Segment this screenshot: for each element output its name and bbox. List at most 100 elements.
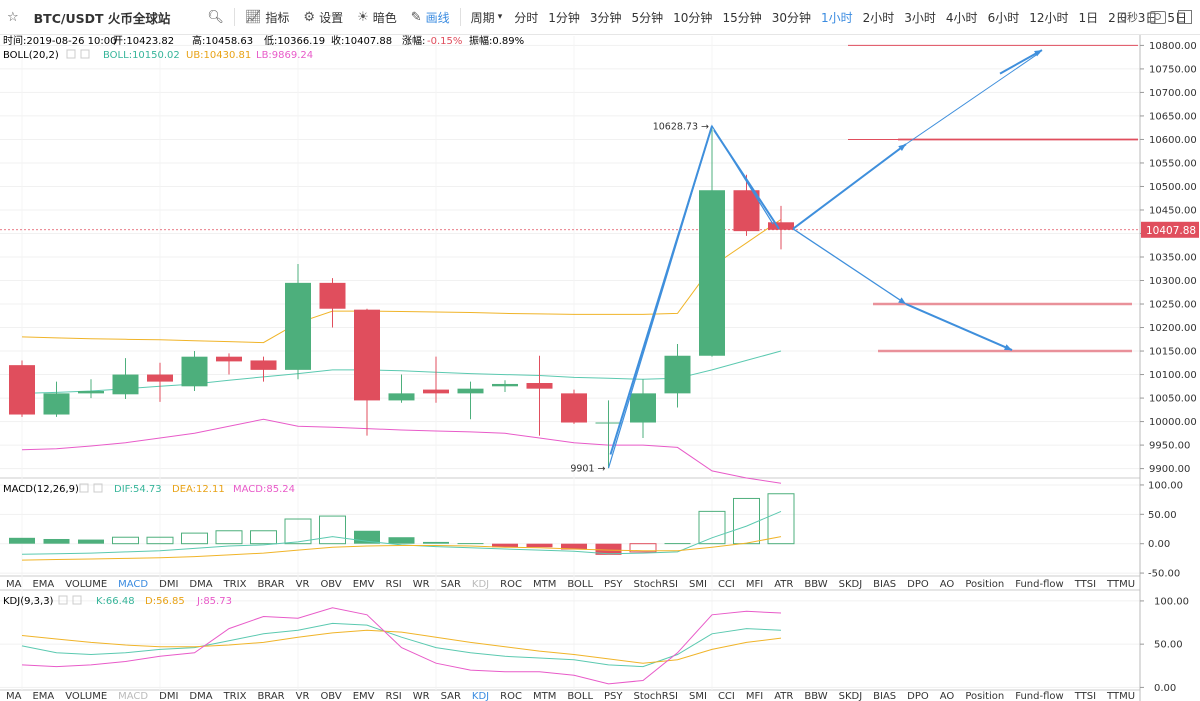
indicator-tab[interactable]: MACD [118, 691, 148, 701]
screenshot-camera-button[interactable] [1150, 10, 1166, 24]
indicator-tab[interactable]: VR [296, 579, 310, 590]
indicator-tab[interactable]: ATR [774, 691, 793, 701]
indicator-tab[interactable]: SKDJ [839, 579, 863, 590]
indicator-tab[interactable]: DMA [189, 691, 212, 701]
indicator-tab[interactable]: SKDJ [839, 691, 863, 701]
indicator-tab[interactable]: BOLL [567, 579, 593, 590]
boll-settings-button[interactable] [66, 49, 76, 59]
indicator-tab[interactable]: MA [6, 579, 22, 590]
indicator-tab[interactable]: TRIX [223, 579, 247, 590]
indicator-tab[interactable]: ROC [500, 691, 522, 701]
period-item[interactable]: 3小时 [904, 10, 936, 25]
indicator-tab[interactable]: SMI [689, 691, 707, 701]
fullscreen-button[interactable] [1178, 10, 1192, 24]
indicator-tab[interactable]: SMI [689, 579, 707, 590]
period-item[interactable]: 10分钟 [673, 10, 713, 25]
indicator-tab[interactable]: ROC [500, 579, 522, 590]
indicator-tab[interactable]: WR [413, 579, 430, 590]
period-item[interactable]: 2日 [1108, 10, 1128, 25]
indicator-tab[interactable]: DPO [907, 579, 929, 590]
macd-settings-button[interactable] [79, 483, 89, 493]
period-item[interactable]: 3分钟 [589, 10, 622, 25]
draw-line-button[interactable]: ✎ 画线 [404, 0, 457, 34]
kdj-settings-button[interactable] [58, 595, 68, 605]
indicator-tab[interactable]: EMA [32, 691, 54, 701]
indicator-tab[interactable]: RSI [386, 579, 402, 590]
indicator-tab[interactable]: VOLUME [65, 579, 107, 590]
indicator-tab[interactable]: MACD [118, 579, 148, 590]
indicator-tab[interactable]: DMI [159, 691, 178, 701]
indicator-tab[interactable]: EMA [32, 579, 54, 590]
period-dropdown[interactable]: 周期 ▾ [464, 0, 510, 34]
indicator-tab[interactable]: BOLL [567, 691, 593, 701]
indicator-tab[interactable]: AO [940, 579, 955, 590]
indicator-tab[interactable]: MTM [533, 579, 556, 590]
period-item[interactable]: 1日 [1078, 10, 1099, 25]
indicator-tab[interactable]: KDJ [472, 691, 489, 701]
period-item[interactable]: 分时 [514, 10, 539, 25]
dark-mode-button[interactable]: ☀ 暗色 [350, 0, 404, 34]
period-item[interactable]: 4小时 [945, 10, 978, 25]
indicator-tab[interactable]: EMV [353, 691, 375, 701]
indicator-tab[interactable]: BIAS [873, 691, 896, 701]
indicator-tab[interactable]: BIAS [873, 579, 896, 590]
indicator-tab[interactable]: CCI [718, 579, 735, 590]
indicator-tab[interactable]: PSY [604, 691, 623, 701]
indicator-tab[interactable]: MFI [746, 579, 763, 590]
kdj-close-button[interactable] [72, 595, 82, 605]
indicator-tab[interactable]: BBW [804, 691, 827, 701]
indicator-tab[interactable]: MA [6, 691, 22, 701]
indicator-tab[interactable]: MFI [746, 691, 763, 701]
indicator-tab[interactable]: VR [296, 691, 310, 701]
indicator-tab[interactable]: ATR [774, 579, 793, 590]
period-item[interactable]: 6小时 [987, 10, 1020, 25]
indicator-tab[interactable]: OBV [320, 579, 341, 590]
indicator-tab[interactable]: Fund-flow [1015, 691, 1063, 701]
period-item[interactable]: 1小时 [821, 10, 853, 25]
indicator-tab[interactable]: TTMU [1106, 579, 1135, 590]
period-item[interactable]: 30分钟 [771, 10, 811, 25]
period-item[interactable]: 12小时 [1029, 10, 1069, 25]
indicator-tab[interactable]: PSY [604, 579, 623, 590]
indicator-tab[interactable]: Position [965, 691, 1004, 701]
period-item[interactable]: 3日 [1137, 10, 1158, 25]
indicator-tab[interactable]: BBW [804, 579, 827, 590]
indicator-tab[interactable]: CCI [718, 691, 735, 701]
indicator-tab[interactable]: TTMU [1106, 691, 1135, 701]
indicator-tab[interactable]: KDJ [472, 579, 489, 590]
info-open: 开:10423.82 [113, 36, 174, 47]
period-item[interactable]: 5分钟 [631, 10, 664, 25]
symbol-search-button[interactable]: 🔍︎ [200, 0, 231, 34]
indicator-tab[interactable]: WR [413, 691, 430, 701]
indicator-tab[interactable]: Fund-flow [1015, 579, 1063, 590]
period-item[interactable]: 2小时 [862, 10, 895, 25]
indicator-tab[interactable]: TTSI [1074, 579, 1096, 590]
indicator-tab[interactable]: VOLUME [65, 691, 107, 701]
period-item[interactable]: 15分钟 [722, 10, 762, 25]
indicator-tab[interactable]: TRIX [223, 691, 247, 701]
indicator-button[interactable]: 📈︎ 指标 [238, 0, 297, 34]
indicator-tab[interactable]: BRAR [257, 691, 284, 701]
macd-close-button[interactable] [93, 483, 103, 493]
indicator-tab[interactable]: TTSI [1074, 691, 1096, 701]
indicator-tab[interactable]: BRAR [257, 579, 284, 590]
settings-button[interactable]: ⚙ 设置 [296, 0, 350, 34]
favorite-star-button[interactable]: ☆ [0, 0, 26, 34]
indicator-tab[interactable]: MTM [533, 691, 556, 701]
indicator-tab[interactable]: StochRSI [634, 579, 678, 590]
indicator-tab[interactable]: DMA [189, 579, 212, 590]
boll-close-button[interactable] [80, 49, 90, 59]
indicator-tab[interactable]: SAR [441, 579, 461, 590]
period-item[interactable]: 5日 [1167, 10, 1188, 25]
indicator-tab[interactable]: StochRSI [634, 691, 678, 701]
indicator-tab[interactable]: EMV [353, 579, 375, 590]
indicator-tab[interactable]: DMI [159, 579, 178, 590]
indicator-tab[interactable]: Position [965, 579, 1004, 590]
period-item[interactable]: 1分钟 [548, 10, 580, 25]
indicator-tab[interactable]: SAR [441, 691, 461, 701]
indicator-tab[interactable]: AO [940, 691, 955, 701]
indicator-tab[interactable]: RSI [386, 691, 402, 701]
indicator-tab[interactable]: OBV [320, 691, 341, 701]
indicator-tab[interactable]: DPO [907, 691, 929, 701]
